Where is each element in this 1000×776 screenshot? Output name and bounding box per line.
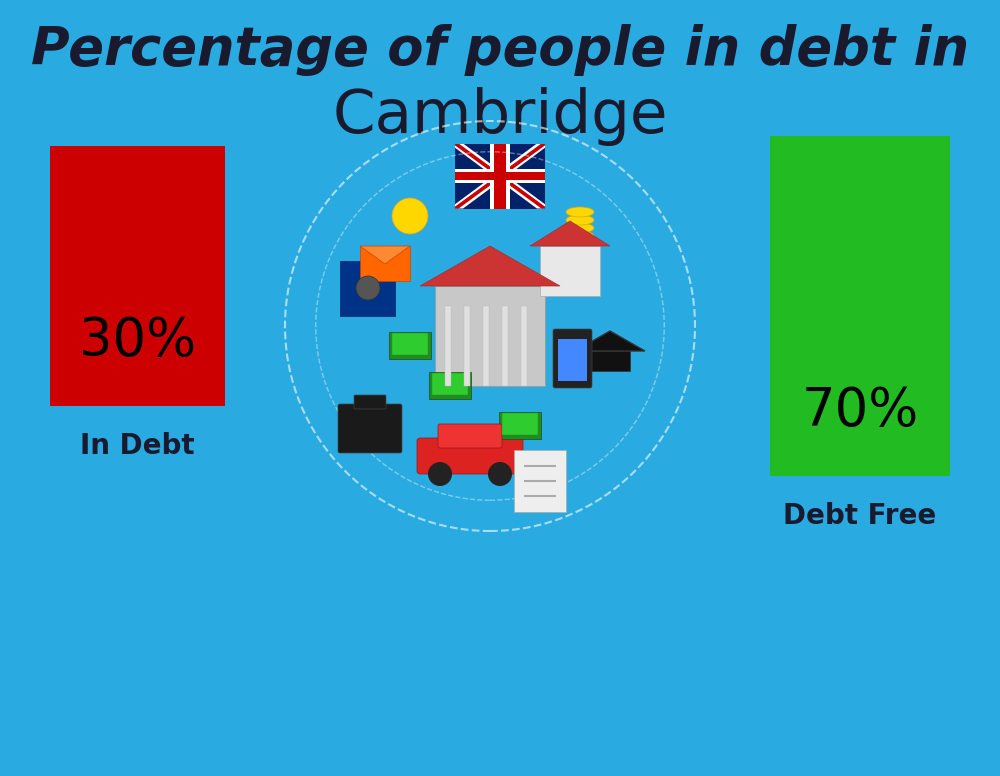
FancyBboxPatch shape bbox=[499, 412, 541, 439]
FancyBboxPatch shape bbox=[521, 306, 527, 386]
Circle shape bbox=[356, 276, 380, 300]
Ellipse shape bbox=[566, 223, 594, 233]
Polygon shape bbox=[455, 144, 545, 209]
Text: In Debt: In Debt bbox=[80, 432, 195, 460]
FancyBboxPatch shape bbox=[340, 261, 395, 316]
FancyBboxPatch shape bbox=[389, 332, 431, 359]
Text: Percentage of people in debt in: Percentage of people in debt in bbox=[31, 24, 969, 76]
FancyBboxPatch shape bbox=[435, 286, 545, 386]
Text: 30%: 30% bbox=[79, 315, 196, 367]
FancyBboxPatch shape bbox=[455, 144, 545, 209]
Text: 70%: 70% bbox=[801, 385, 919, 437]
FancyBboxPatch shape bbox=[429, 372, 471, 399]
FancyBboxPatch shape bbox=[455, 171, 545, 180]
FancyBboxPatch shape bbox=[483, 306, 489, 386]
Ellipse shape bbox=[566, 231, 594, 241]
FancyBboxPatch shape bbox=[432, 373, 468, 395]
FancyBboxPatch shape bbox=[502, 306, 508, 386]
Text: Cambridge: Cambridge bbox=[332, 86, 668, 146]
FancyBboxPatch shape bbox=[354, 395, 386, 409]
Polygon shape bbox=[455, 144, 545, 209]
FancyBboxPatch shape bbox=[445, 306, 451, 386]
Ellipse shape bbox=[566, 215, 594, 225]
Polygon shape bbox=[575, 331, 645, 351]
FancyBboxPatch shape bbox=[338, 404, 402, 453]
Polygon shape bbox=[455, 144, 545, 209]
Polygon shape bbox=[455, 144, 545, 209]
Ellipse shape bbox=[566, 207, 594, 217]
Circle shape bbox=[488, 462, 512, 486]
FancyBboxPatch shape bbox=[590, 351, 630, 371]
Text: Debt Free: Debt Free bbox=[783, 502, 937, 530]
Polygon shape bbox=[360, 246, 410, 264]
FancyBboxPatch shape bbox=[494, 144, 506, 209]
FancyBboxPatch shape bbox=[553, 329, 592, 388]
FancyBboxPatch shape bbox=[438, 424, 502, 448]
Polygon shape bbox=[420, 246, 560, 286]
Polygon shape bbox=[530, 221, 610, 246]
Circle shape bbox=[392, 198, 428, 234]
FancyBboxPatch shape bbox=[514, 450, 566, 512]
FancyBboxPatch shape bbox=[490, 144, 510, 209]
FancyBboxPatch shape bbox=[464, 306, 470, 386]
Circle shape bbox=[428, 462, 452, 486]
FancyBboxPatch shape bbox=[540, 246, 600, 296]
FancyBboxPatch shape bbox=[770, 136, 950, 476]
FancyBboxPatch shape bbox=[558, 339, 587, 381]
FancyBboxPatch shape bbox=[455, 169, 545, 183]
FancyBboxPatch shape bbox=[417, 438, 523, 474]
FancyBboxPatch shape bbox=[360, 246, 410, 281]
FancyBboxPatch shape bbox=[392, 333, 428, 355]
FancyBboxPatch shape bbox=[502, 413, 538, 435]
FancyBboxPatch shape bbox=[50, 146, 225, 406]
